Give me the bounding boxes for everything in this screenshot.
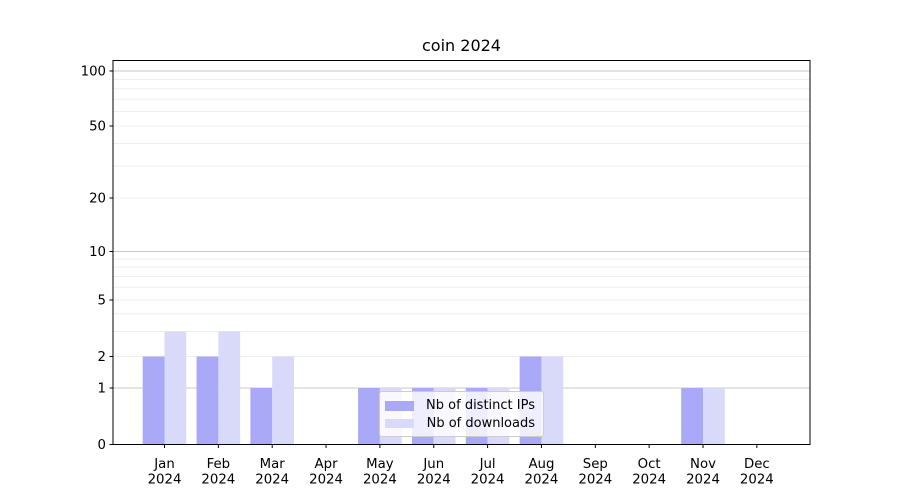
- x-tick-label: Feb 2024: [201, 457, 235, 488]
- legend-entry: Nb of downloads: [385, 415, 535, 433]
- x-tick-label: Sep 2024: [578, 457, 612, 488]
- legend-label: Nb of distinct IPs: [426, 398, 535, 414]
- bar-distinct-ips-may: [358, 388, 380, 445]
- bar-downloads-feb: [218, 331, 241, 445]
- y-tick-label: 2: [98, 350, 106, 365]
- legend-label: Nb of downloads: [426, 415, 535, 431]
- plot-border: [112, 60, 811, 445]
- x-tick-label: Jun 2024: [417, 457, 451, 488]
- chart-title: coin 2024: [422, 36, 501, 55]
- legend-swatch-icon: [385, 418, 414, 428]
- bar-downloads-mar: [272, 356, 294, 445]
- legend-swatch-icon: [385, 401, 414, 411]
- y-tick-label: 5: [98, 294, 106, 309]
- y-tick-label: 1: [98, 382, 106, 397]
- bar-downloads-jan: [164, 331, 187, 445]
- y-tick-label: 20: [89, 192, 106, 207]
- legend: Nb of distinct IPs Nb of downloads: [379, 391, 544, 437]
- y-tick-label: 50: [89, 120, 106, 135]
- bar-distinct-ips-nov: [681, 388, 703, 445]
- y-tick-label: 10: [89, 245, 106, 260]
- bar-distinct-ips-mar: [250, 388, 273, 445]
- bar-distinct-ips-jan: [142, 356, 165, 445]
- x-tick-label: Dec 2024: [740, 457, 774, 488]
- x-tick-label: Nov 2024: [686, 457, 720, 488]
- x-tick-label: Jul 2024: [471, 457, 505, 488]
- bar-distinct-ips-feb: [196, 356, 219, 445]
- y-tick-label: 100: [81, 65, 106, 80]
- x-tick-label: Aug 2024: [525, 457, 559, 488]
- x-tick-label: May 2024: [363, 457, 397, 488]
- bar-downloads-nov: [703, 388, 725, 445]
- x-tick-label: Mar 2024: [255, 457, 289, 488]
- x-tick-label: Jan 2024: [148, 457, 182, 488]
- x-tick-label: Oct 2024: [632, 457, 666, 488]
- y-tick-label: 0: [98, 438, 106, 453]
- bar-downloads-aug: [541, 356, 564, 445]
- x-tick-label: Apr 2024: [309, 457, 343, 488]
- legend-entry: Nb of distinct IPs: [385, 397, 535, 415]
